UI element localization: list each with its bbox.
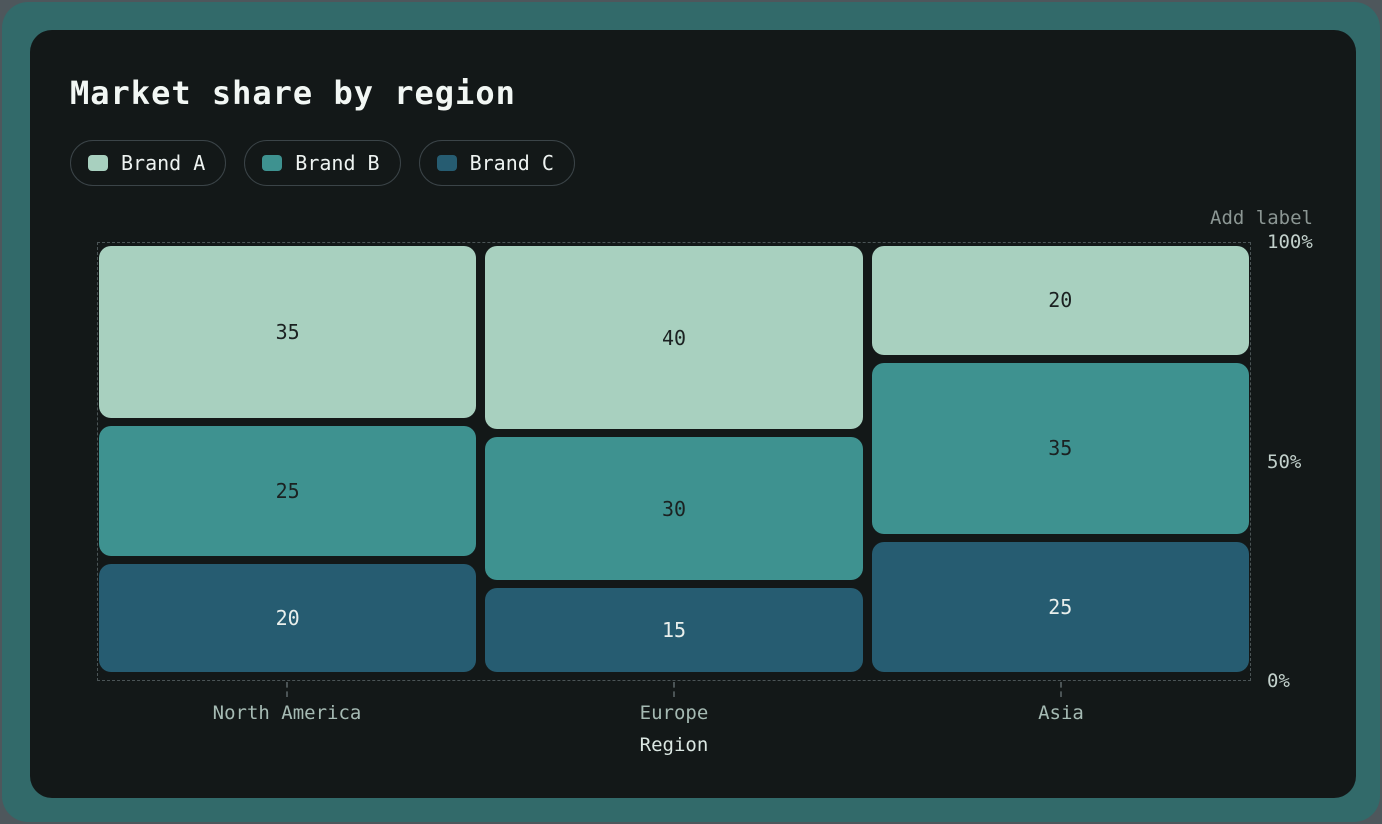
y-tick-label: 100% (1267, 231, 1313, 253)
chart-panel: Market share by region Brand A Brand B Bra… (30, 30, 1356, 798)
plot-area: 35 25 20 40 30 15 20 35 25 (97, 242, 1251, 681)
x-tick-cell (98, 682, 476, 697)
x-category-label: Asia (1038, 702, 1084, 724)
legend-swatch-icon (436, 155, 457, 171)
y-tick-label: 0% (1267, 670, 1290, 692)
legend: Brand A Brand B Brand C (70, 140, 575, 186)
x-tick-mark (286, 682, 288, 697)
legend-item-label: Brand B (295, 151, 380, 175)
bar-segment[interactable]: 25 (99, 425, 477, 556)
x-axis-category-labels: North America Europe Asia (97, 702, 1251, 724)
x-category-label: Europe (639, 702, 709, 724)
bar-segment[interactable]: 20 (871, 246, 1249, 355)
x-tick-cell (485, 682, 863, 697)
bar-segment[interactable]: 40 (485, 246, 863, 430)
legend-item-brand-a[interactable]: Brand A (70, 140, 227, 186)
x-tick-cell (872, 682, 1250, 697)
page-title: Market share by region (70, 74, 516, 112)
legend-item-label: Brand C (469, 151, 554, 175)
x-axis-ticks (97, 682, 1251, 697)
bar-segment[interactable]: 35 (871, 362, 1249, 535)
bar-column-europe: 40 30 15 (485, 246, 863, 672)
x-tick-mark (1060, 682, 1062, 697)
legend-item-brand-c[interactable]: Brand C (418, 140, 575, 186)
bar-column-north-america: 35 25 20 (99, 246, 477, 672)
legend-item-label: Brand A (121, 151, 206, 175)
bar-segment[interactable]: 35 (99, 246, 477, 418)
y-tick-label: 50% (1267, 450, 1302, 473)
bar-segment[interactable]: 30 (485, 437, 863, 581)
x-axis-title: Region (639, 734, 709, 756)
legend-swatch-icon (262, 155, 283, 171)
add-label-button[interactable]: Add label (1210, 207, 1313, 229)
x-tick-mark (673, 682, 675, 697)
x-category-label: North America (212, 702, 362, 724)
legend-swatch-icon (88, 155, 108, 171)
bar-column-asia: 20 35 25 (871, 246, 1249, 672)
legend-item-brand-b[interactable]: Brand B (244, 140, 401, 186)
bar-segment[interactable]: 20 (99, 563, 477, 672)
bar-segment[interactable]: 25 (871, 542, 1249, 672)
bar-segment[interactable]: 15 (485, 588, 863, 672)
y-axis-labels: 100% 50% 0% (1267, 231, 1347, 692)
